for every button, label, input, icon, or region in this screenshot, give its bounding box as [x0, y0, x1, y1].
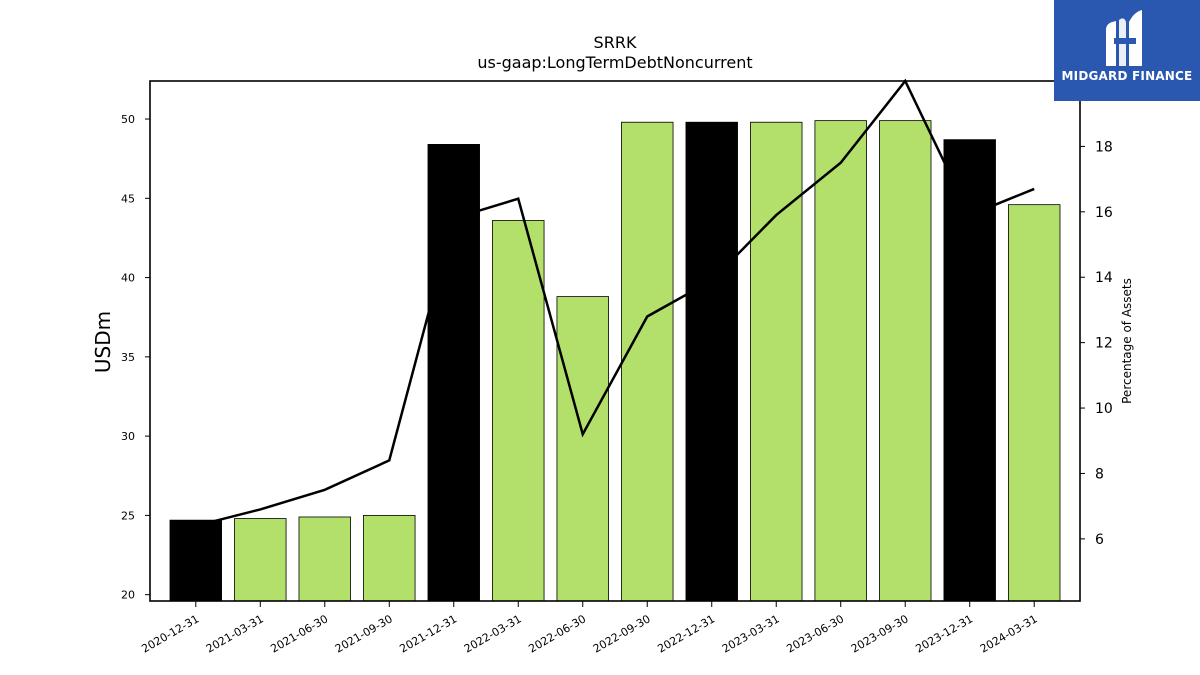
bar-2021-09-30 [363, 514, 416, 602]
y2-tick-label: 14 [1095, 270, 1113, 286]
chart-title: SRRK [594, 33, 637, 52]
brand-logo: MIDGARD FINANCE [1054, 0, 1200, 101]
x-tick-label: 2022-12-31 [655, 612, 717, 655]
plot-frame [149, 80, 1081, 602]
y2-tick-label: 16 [1095, 205, 1113, 221]
bar-2020-12-31 [169, 519, 222, 602]
line-group [195, 78, 1035, 527]
x-tick-label: 2022-09-30 [591, 612, 653, 655]
line-percentage-of-assets [195, 78, 1035, 527]
bar-2021-03-31 [234, 518, 287, 602]
y2-tick-label: 10 [1095, 401, 1113, 417]
bars-group [169, 120, 1061, 602]
bar-2022-12-31 [685, 121, 738, 602]
bar-2022-09-30 [621, 121, 674, 602]
bar-2023-06-30 [814, 120, 867, 602]
x-tick-label: 2020-12-31 [139, 612, 201, 655]
x-tick-label: 2021-06-30 [268, 612, 330, 655]
y-axis-left: 20 25 30 35 40 45 50 [121, 113, 150, 602]
bar-2022-03-31 [492, 220, 545, 602]
x-tick-label: 2021-09-30 [333, 612, 395, 655]
y-tick-label: 25 [121, 509, 135, 522]
x-axis: 2020-12-31 2021-03-31 2021-06-30 2021-09-30… [139, 601, 1040, 656]
y-axis-right: 6 8 10 12 14 16 18 [1080, 139, 1113, 548]
bar-2023-09-30 [879, 120, 932, 602]
x-tick-label: 2023-09-30 [849, 612, 911, 655]
x-tick-label: 2022-06-30 [526, 612, 588, 655]
x-tick-label: 2021-03-31 [204, 612, 266, 655]
y2-axis-label: Percentage of Assets [1120, 278, 1134, 404]
bar-2024-03-31 [1008, 204, 1061, 602]
y-tick-label: 20 [121, 589, 135, 602]
y2-tick-label: 18 [1095, 139, 1113, 155]
x-tick-label: 2023-06-30 [784, 612, 846, 655]
bar-2022-06-30 [556, 296, 609, 602]
y-tick-label: 35 [121, 351, 135, 364]
y-tick-label: 50 [121, 113, 135, 126]
x-tick-label: 2023-12-31 [913, 612, 975, 655]
chart-subtitle: us-gaap:LongTermDebtNoncurrent [477, 53, 752, 72]
y2-tick-label: 12 [1095, 336, 1113, 352]
y-tick-label: 40 [121, 272, 135, 285]
y-axis-label: USDm [91, 311, 115, 373]
y2-tick-label: 8 [1095, 466, 1104, 482]
bar-2021-06-30 [298, 516, 351, 602]
x-tick-label: 2021-12-31 [397, 612, 459, 655]
bar-2023-12-31 [943, 139, 996, 602]
logo-text: MIDGARD FINANCE [1061, 69, 1193, 83]
logo-mark-icon [1106, 10, 1142, 66]
y-tick-label: 30 [121, 430, 135, 443]
x-tick-label: 2022-03-31 [462, 612, 524, 655]
y-tick-label: 45 [121, 192, 135, 205]
x-tick-label: 2024-03-31 [978, 612, 1040, 655]
bar-2023-03-31 [750, 121, 803, 602]
x-tick-label: 2023-03-31 [720, 612, 782, 655]
y2-tick-label: 6 [1095, 532, 1104, 548]
